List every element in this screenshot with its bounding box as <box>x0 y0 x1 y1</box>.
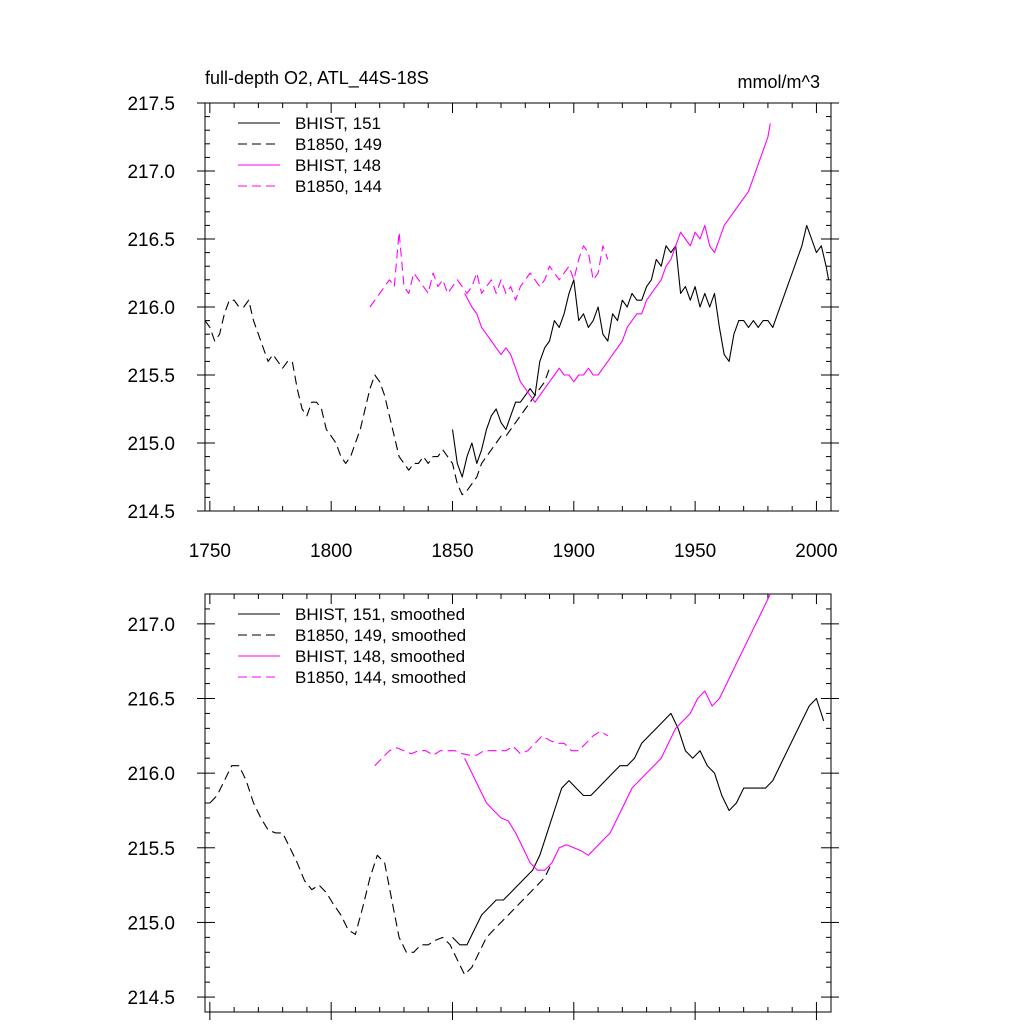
series-line-2 <box>204 299 551 496</box>
y-tick-label: 215.0 <box>127 434 175 455</box>
x-tick-label: 2000 <box>795 541 837 562</box>
y-tick-label: 216.5 <box>127 230 175 251</box>
units-label: mmol/m^3 <box>738 72 820 92</box>
legend-label: B1850, 144, smoothed <box>295 668 466 687</box>
series-line-3 <box>464 593 771 871</box>
x-tick-label: 1900 <box>553 541 595 562</box>
legend-label: BHIST, 151, smoothed <box>295 605 465 624</box>
x-tick-label: 1950 <box>674 541 716 562</box>
bottom-series-lines <box>209 593 825 976</box>
top-x-tick-labels: 1750 1800 1850 1900 1950 2000 <box>189 541 838 562</box>
y-tick-label: 214.5 <box>127 502 175 523</box>
legend-label: BHIST, 151 <box>295 114 381 133</box>
bottom-tick-marks <box>197 593 839 1020</box>
top-tick-marks <box>197 102 839 512</box>
y-tick-label: 215.5 <box>127 839 175 860</box>
series-line-2 <box>209 765 553 976</box>
series-line-1 <box>451 224 830 478</box>
top-panel: full-depth O2, ATL_44S-18S mmol/m^3 214.… <box>127 68 839 562</box>
top-series-lines <box>204 123 830 496</box>
top-y-tick-labels: 214.5 215.0 215.5 216.0 216.5 217.0 217.5 <box>127 94 175 523</box>
series-line-3 <box>464 123 771 403</box>
x-tick-label: 1800 <box>310 541 352 562</box>
bottom-legend: BHIST, 151, smoothed B1850, 149, smoothed… <box>238 605 466 687</box>
legend-label: BHIST, 148, smoothed <box>295 647 465 666</box>
top-legend: BHIST, 151 B1850, 149 BHIST, 148 B1850, 144 <box>238 114 382 196</box>
legend-label: BHIST, 148 <box>295 156 381 175</box>
series-line-4 <box>369 231 609 308</box>
legend-label: B1850, 144 <box>295 177 382 196</box>
y-tick-label: 216.5 <box>127 690 175 711</box>
series-line-1 <box>452 697 825 946</box>
legend-label: B1850, 149 <box>295 135 382 154</box>
bottom-y-tick-labels: 214.5 215.0 215.5 216.0 216.5 217.0 <box>127 615 175 1009</box>
y-tick-label: 217.0 <box>127 162 175 183</box>
x-tick-label: 1850 <box>431 541 473 562</box>
y-tick-label: 215.0 <box>127 913 175 934</box>
bottom-panel: 214.5 215.0 215.5 216.0 216.5 217.0 BHIST, 15… <box>127 593 839 1020</box>
y-tick-label: 216.0 <box>127 764 175 785</box>
chart-title: full-depth O2, ATL_44S-18S <box>205 68 429 89</box>
y-tick-label: 214.5 <box>127 988 175 1009</box>
legend-label: B1850, 149, smoothed <box>295 626 466 645</box>
x-tick-label: 1750 <box>189 541 231 562</box>
y-tick-label: 216.0 <box>127 298 175 319</box>
y-tick-label: 217.5 <box>127 94 175 115</box>
y-tick-label: 215.5 <box>127 366 175 387</box>
y-tick-label: 217.0 <box>127 615 175 636</box>
series-line-4 <box>374 730 609 767</box>
